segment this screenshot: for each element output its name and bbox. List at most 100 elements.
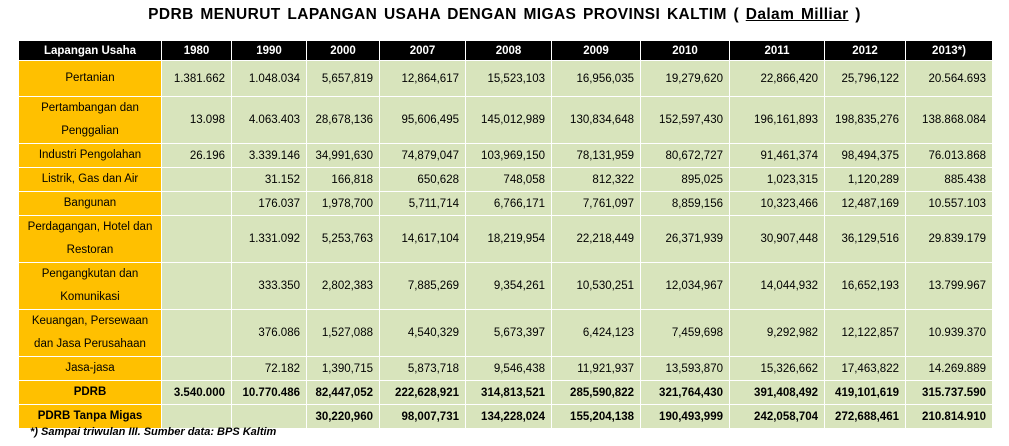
- cell-value: 10,323,466: [729, 191, 825, 216]
- cell-value: 76.013.868: [905, 143, 993, 168]
- header-lapangan-usaha: Lapangan Usaha: [18, 40, 162, 61]
- cell-value: 748,058: [465, 167, 552, 192]
- cell-value: 285,590,822: [551, 380, 641, 405]
- title-unit: Dalam Milliar: [745, 6, 849, 23]
- cell-value: 18,219,954: [465, 215, 552, 263]
- cell-value: 80,672,727: [640, 143, 730, 168]
- header-year: 1980: [161, 40, 232, 61]
- cell-value: 3.540.000: [161, 380, 232, 405]
- cell-value: 210.814.910: [905, 404, 993, 429]
- cell-value: 134,228,024: [465, 404, 552, 429]
- cell-value: 166,818: [306, 167, 380, 192]
- cell-value: 7,761,097: [551, 191, 641, 216]
- cell-value: [161, 309, 232, 357]
- cell-value: 152,597,430: [640, 96, 730, 144]
- header-year: 2000: [306, 40, 380, 61]
- cell-value: 272,688,461: [824, 404, 906, 429]
- cell-value: 5,673,397: [465, 309, 552, 357]
- cell-value: 5,873,718: [379, 356, 466, 381]
- table-row: Jasa-jasa 72.182 1,390,715 5,873,718 9,546,4…: [18, 356, 993, 381]
- cell-value: 176.037: [231, 191, 307, 216]
- cell-value: 36,129,516: [824, 215, 906, 263]
- cell-value: 9,546,438: [465, 356, 552, 381]
- cell-value: 3.339.146: [231, 143, 307, 168]
- table-row: PDRB 3.540.000 10.770.486 82,447,052 222,628…: [18, 380, 993, 405]
- table-body: Pertanian 1.381.662 1.048.034 5,657,819 12,8…: [18, 60, 993, 429]
- cell-value: 20.564.693: [905, 60, 993, 97]
- cell-value: [161, 215, 232, 263]
- cell-value: 1.381.662: [161, 60, 232, 97]
- cell-value: 1,978,700: [306, 191, 380, 216]
- cell-value: 10,530,251: [551, 262, 641, 310]
- cell-value: 14,044,932: [729, 262, 825, 310]
- cell-value: 650,628: [379, 167, 466, 192]
- cell-value: 98,494,375: [824, 143, 906, 168]
- cell-value: 14,617,104: [379, 215, 466, 263]
- cell-value: 314,813,521: [465, 380, 552, 405]
- cell-value: 72.182: [231, 356, 307, 381]
- header-year: 2011: [729, 40, 825, 61]
- cell-value: 7,885,269: [379, 262, 466, 310]
- row-label: Pertambangan dan Penggalian: [18, 96, 162, 144]
- cell-value: [231, 404, 307, 429]
- header-year: 2008: [465, 40, 552, 61]
- cell-value: 1,527,088: [306, 309, 380, 357]
- cell-value: 391,408,492: [729, 380, 825, 405]
- cell-value: 91,461,374: [729, 143, 825, 168]
- cell-value: 5,711,714: [379, 191, 466, 216]
- header-year: 2007: [379, 40, 466, 61]
- table-row: Keuangan, Persewaan dan Jasa Perusahaan 3…: [18, 309, 993, 357]
- cell-value: 333.350: [231, 262, 307, 310]
- table-row: Listrik, Gas dan Air 31.152 166,818 650,628…: [18, 167, 993, 192]
- cell-value: 13,593,870: [640, 356, 730, 381]
- cell-value: 315.737.590: [905, 380, 993, 405]
- cell-value: 82,447,052: [306, 380, 380, 405]
- cell-value: 16,956,035: [551, 60, 641, 97]
- header-year: 2010: [640, 40, 730, 61]
- cell-value: 1,023,315: [729, 167, 825, 192]
- cell-value: 2,802,383: [306, 262, 380, 310]
- cell-value: 155,204,138: [551, 404, 641, 429]
- cell-value: 12,122,857: [824, 309, 906, 357]
- cell-value: 13.799.967: [905, 262, 993, 310]
- page-title: PDRB MENURUT LAPANGAN USAHA DENGAN MIGAS…: [0, 6, 1009, 24]
- header-year: 2013*): [905, 40, 993, 61]
- cell-value: 22,218,449: [551, 215, 641, 263]
- table-row: PDRB Tanpa Migas 30,220,960 98,007,731 134,…: [18, 404, 993, 429]
- cell-value: 1.331.092: [231, 215, 307, 263]
- cell-value: 15,326,662: [729, 356, 825, 381]
- cell-value: 145,012,989: [465, 96, 552, 144]
- cell-value: [161, 167, 232, 192]
- row-label: Bangunan: [18, 191, 162, 216]
- cell-value: [161, 191, 232, 216]
- cell-value: 6,766,171: [465, 191, 552, 216]
- cell-value: 9,354,261: [465, 262, 552, 310]
- cell-value: 7,459,698: [640, 309, 730, 357]
- cell-value: 1,390,715: [306, 356, 380, 381]
- row-label: PDRB Tanpa Migas: [18, 404, 162, 429]
- cell-value: 321,764,430: [640, 380, 730, 405]
- cell-value: 16,652,193: [824, 262, 906, 310]
- table-row: Pertambangan dan Penggalian 13.098 4.063.4…: [18, 96, 993, 144]
- cell-value: 198,835,276: [824, 96, 906, 144]
- cell-value: 26.196: [161, 143, 232, 168]
- row-label: Pertanian: [18, 60, 162, 97]
- cell-value: 103,969,150: [465, 143, 552, 168]
- cell-value: 12,034,967: [640, 262, 730, 310]
- table-row: Pertanian 1.381.662 1.048.034 5,657,819 12,8…: [18, 60, 993, 97]
- cell-value: 17,463,822: [824, 356, 906, 381]
- header-row: Lapangan Usaha 1980 1990 2000 2007 2008 2009 20…: [18, 40, 993, 61]
- cell-value: 31.152: [231, 167, 307, 192]
- cell-value: 5,253,763: [306, 215, 380, 263]
- cell-value: 4.063.403: [231, 96, 307, 144]
- cell-value: 1,120,289: [824, 167, 906, 192]
- cell-value: 11,921,937: [551, 356, 641, 381]
- table-row: Bangunan 176.037 1,978,700 5,711,714 6,766,1…: [18, 191, 993, 216]
- cell-value: 30,907,448: [729, 215, 825, 263]
- cell-value: 29.839.179: [905, 215, 993, 263]
- cell-value: 19,279,620: [640, 60, 730, 97]
- title-main: PDRB MENURUT LAPANGAN USAHA DENGAN MIGAS…: [148, 6, 746, 23]
- cell-value: [161, 404, 232, 429]
- cell-value: 10.557.103: [905, 191, 993, 216]
- cell-value: 885.438: [905, 167, 993, 192]
